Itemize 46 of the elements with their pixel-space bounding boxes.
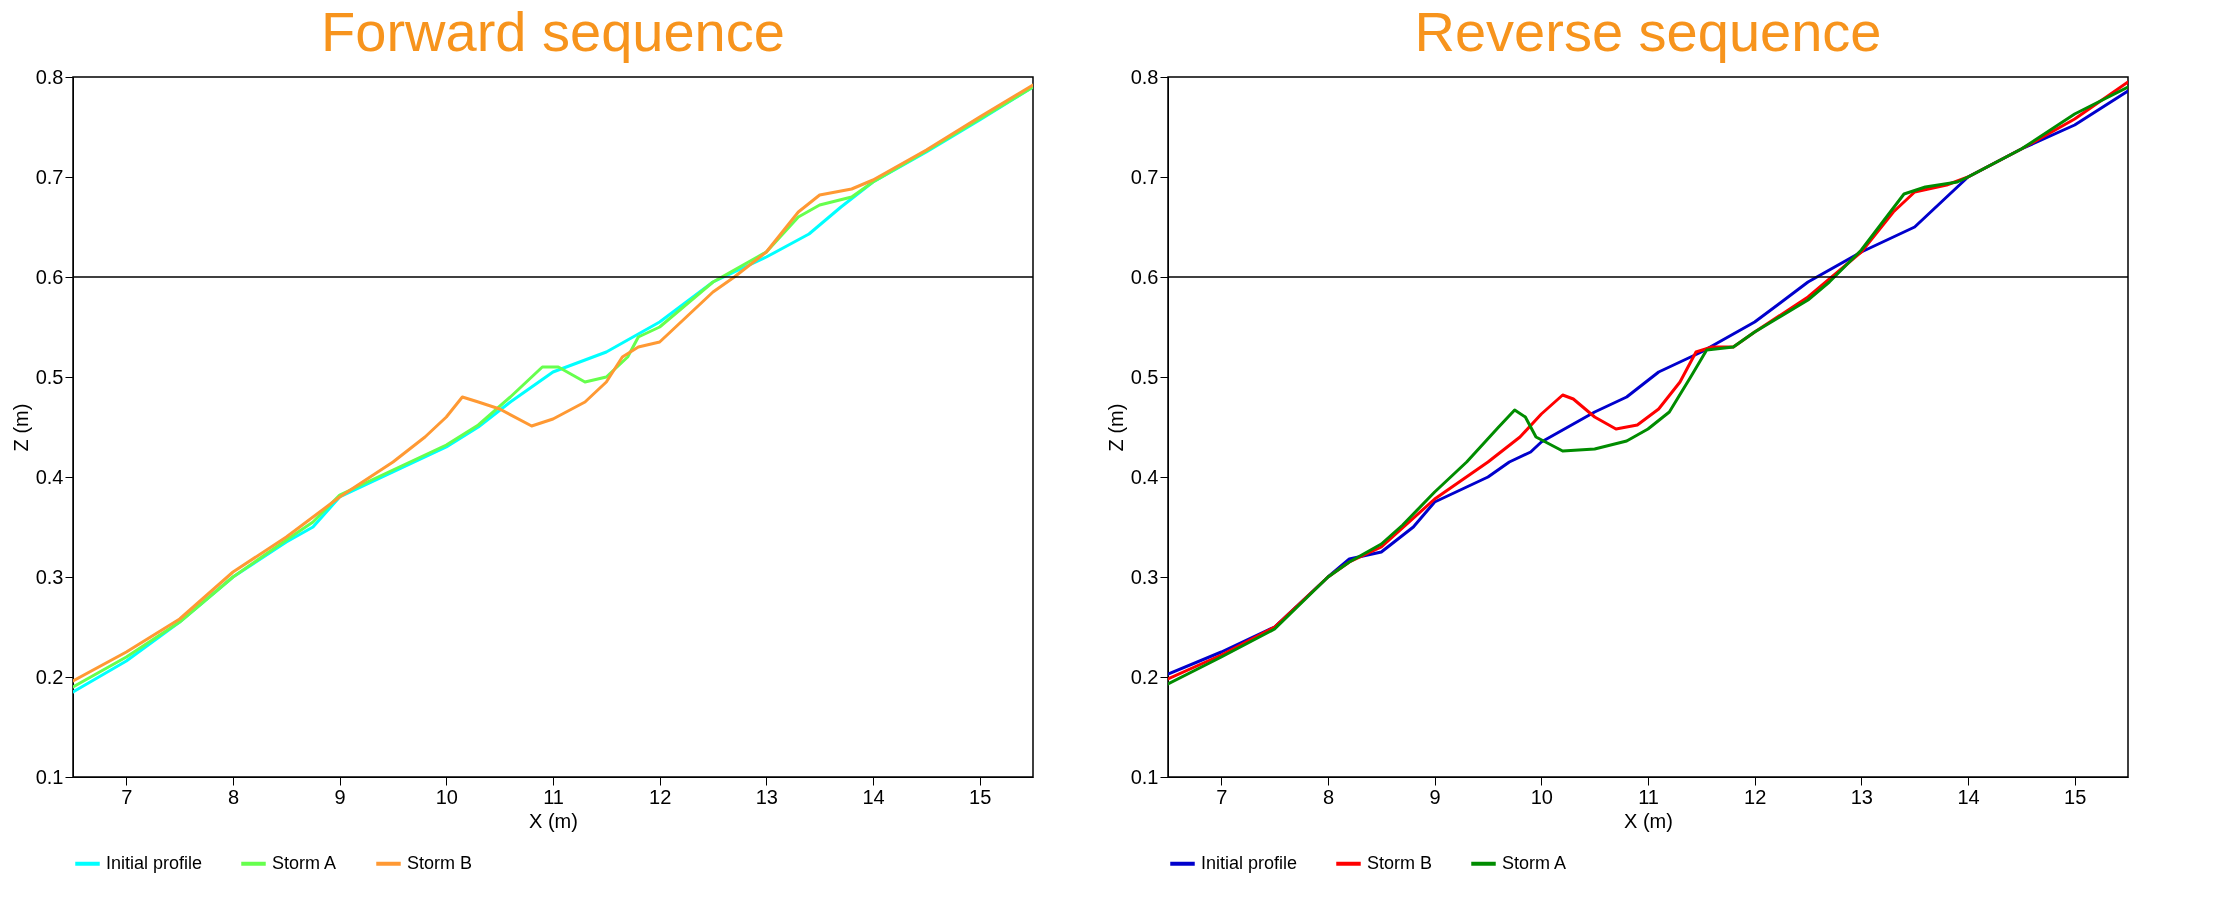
x-tick-label: 9	[334, 785, 346, 808]
x-tick-label: 14	[1957, 785, 1980, 808]
x-tick-label: 11	[1638, 785, 1659, 808]
y-axis-title: Z (m)	[1104, 403, 1127, 452]
y-tick-label: 0.7	[1130, 165, 1159, 188]
x-tick-label: 7	[1216, 785, 1228, 808]
y-tick-label: 0.3	[1130, 565, 1159, 588]
x-tick-label: 15	[2064, 785, 2087, 808]
y-tick-label: 0.7	[35, 165, 64, 188]
x-tick-label: 12	[1744, 785, 1767, 808]
y-tick-label: 0.2	[1130, 665, 1159, 688]
x-tick-label: 12	[649, 785, 672, 808]
legend-label: Storm A	[272, 852, 337, 873]
x-tick-label: 9	[1429, 785, 1441, 808]
x-tick-label: 11	[543, 785, 564, 808]
legend-label: Initial profile	[106, 852, 203, 873]
legend-label: Storm A	[1502, 852, 1567, 873]
x-tick-label: 14	[862, 785, 885, 808]
y-tick-label: 0.2	[35, 665, 64, 688]
y-tick-label: 0.6	[1130, 265, 1159, 288]
x-tick-label: 10	[435, 785, 458, 808]
x-axis-title: X (m)	[1624, 809, 1673, 832]
legend-label: Storm B	[1367, 852, 1433, 873]
x-tick-label: 15	[969, 785, 992, 808]
y-tick-label: 0.1	[1130, 765, 1159, 788]
x-tick-label: 13	[1850, 785, 1873, 808]
x-tick-label: 13	[755, 785, 778, 808]
y-tick-label: 0.8	[1130, 65, 1159, 88]
y-axis-title: Z (m)	[9, 403, 32, 452]
x-tick-label: 8	[227, 785, 240, 808]
legend-label: Initial profile	[1201, 852, 1298, 873]
y-tick-label: 0.4	[35, 465, 64, 488]
x-tick-label: 8	[1322, 785, 1335, 808]
y-tick-label: 0.5	[1130, 365, 1159, 388]
x-axis-title: X (m)	[529, 809, 578, 832]
y-tick-label: 0.5	[35, 365, 64, 388]
y-tick-label: 0.8	[35, 65, 64, 88]
y-tick-label: 0.3	[35, 565, 64, 588]
x-tick-label: 10	[1530, 785, 1553, 808]
chart-title: Forward sequence	[321, 0, 785, 63]
legend-label: Storm B	[407, 852, 473, 873]
chart-title: Reverse sequence	[1414, 0, 1882, 63]
y-tick-label: 0.4	[1130, 465, 1159, 488]
y-tick-label: 0.1	[35, 765, 64, 788]
x-tick-label: 7	[121, 785, 133, 808]
y-tick-label: 0.6	[35, 265, 64, 288]
